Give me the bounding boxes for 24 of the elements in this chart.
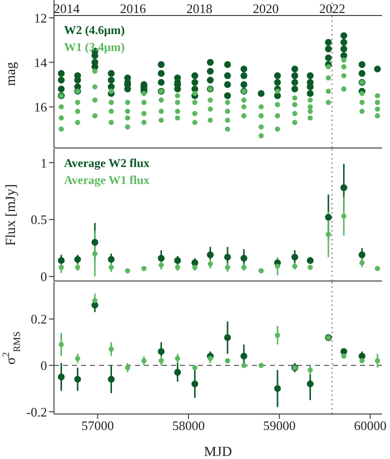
- y-tick-label: 0.5: [30, 212, 47, 228]
- series-label: W2 (4.6μm): [64, 22, 125, 39]
- x2-tick-label: 2020: [252, 1, 279, 16]
- x-axis-title: MJD: [204, 445, 232, 459]
- x2-tick-label: 2022: [319, 1, 346, 16]
- y-axis-title: mag: [4, 62, 20, 86]
- x-tick-label: 58000: [172, 418, 205, 434]
- y-axis-title: Flux [mJy]: [4, 184, 20, 246]
- x2-tick-label: 2018: [186, 1, 212, 16]
- y-tick-label: 1: [40, 155, 47, 170]
- y-tick-label: 12: [34, 10, 47, 26]
- y-tick-label: 0.2: [30, 312, 47, 327]
- y-tick-label: -0.2: [26, 404, 47, 420]
- text: Average W2 flux: [64, 155, 150, 172]
- y-tick-label: 0: [40, 358, 47, 373]
- x-tick-label: 60000: [354, 418, 386, 434]
- series-label: W1 (3.4μm): [64, 39, 125, 56]
- y-tick-label: 14: [34, 54, 48, 70]
- y-tick-label: 16: [34, 99, 48, 114]
- y-tick-label: 0: [40, 269, 47, 284]
- text: Average W1 flux: [64, 172, 150, 189]
- x-tick-label: 59000: [263, 418, 296, 434]
- x-tick-label: 57000: [81, 418, 114, 434]
- x2-tick-label: 2016: [120, 1, 147, 16]
